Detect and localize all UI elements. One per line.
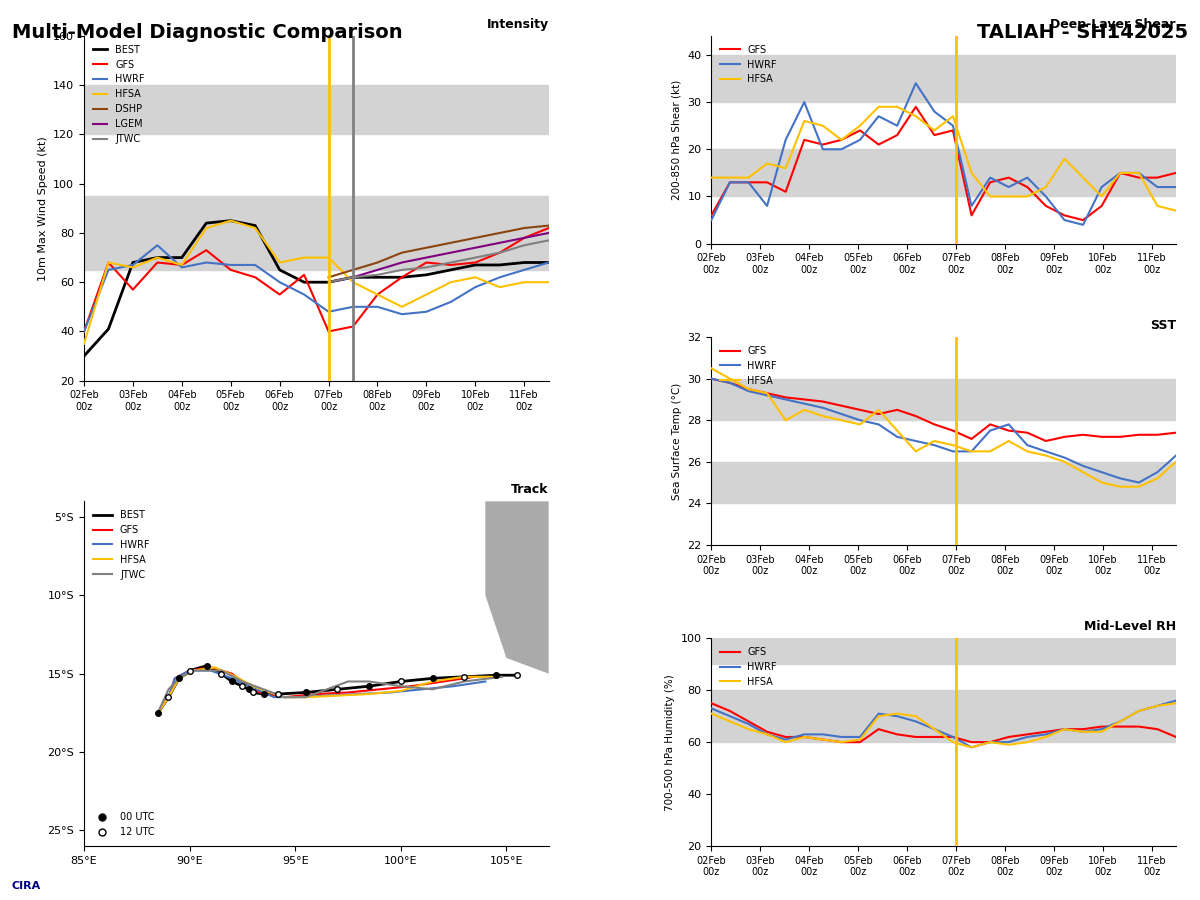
Legend: GFS, HWRF, HFSA: GFS, HWRF, HFSA [716,40,781,88]
Bar [84,196,548,270]
Bar [712,462,1176,503]
Bar [84,86,548,134]
Legend: GFS, HWRF, HFSA: GFS, HWRF, HFSA [716,644,781,690]
Y-axis label: 200-850 hPa Shear (kt): 200-850 hPa Shear (kt) [672,80,682,200]
Text: SST: SST [1150,319,1176,332]
Legend: BEST, GFS, HWRF, HFSA, DSHP, LGEM, JTWC: BEST, GFS, HWRF, HFSA, DSHP, LGEM, JTWC [89,40,149,148]
Text: Intensity: Intensity [486,18,548,31]
Text: Multi-Model Diagnostic Comparison: Multi-Model Diagnostic Comparison [12,22,403,41]
Bar [712,638,1176,664]
Polygon shape [485,501,548,674]
Y-axis label: 700-500 hPa Humidity (%): 700-500 hPa Humidity (%) [665,674,676,811]
Bar [712,379,1176,420]
Text: CIRA: CIRA [12,881,41,891]
Y-axis label: Sea Surface Temp (°C): Sea Surface Temp (°C) [672,382,682,500]
Text: Deep-Layer Shear: Deep-Layer Shear [1050,18,1176,31]
Bar [712,149,1176,196]
Y-axis label: 10m Max Wind Speed (kt): 10m Max Wind Speed (kt) [37,136,48,281]
Legend: 00 UTC, 12 UTC: 00 UTC, 12 UTC [89,808,158,842]
Bar [712,55,1176,102]
Text: Track: Track [511,483,548,496]
Text: Mid-Level RH: Mid-Level RH [1084,620,1176,633]
Legend: GFS, HWRF, HFSA: GFS, HWRF, HFSA [716,342,781,390]
Bar [712,690,1176,742]
Text: TALIAH - SH142025: TALIAH - SH142025 [977,22,1188,41]
